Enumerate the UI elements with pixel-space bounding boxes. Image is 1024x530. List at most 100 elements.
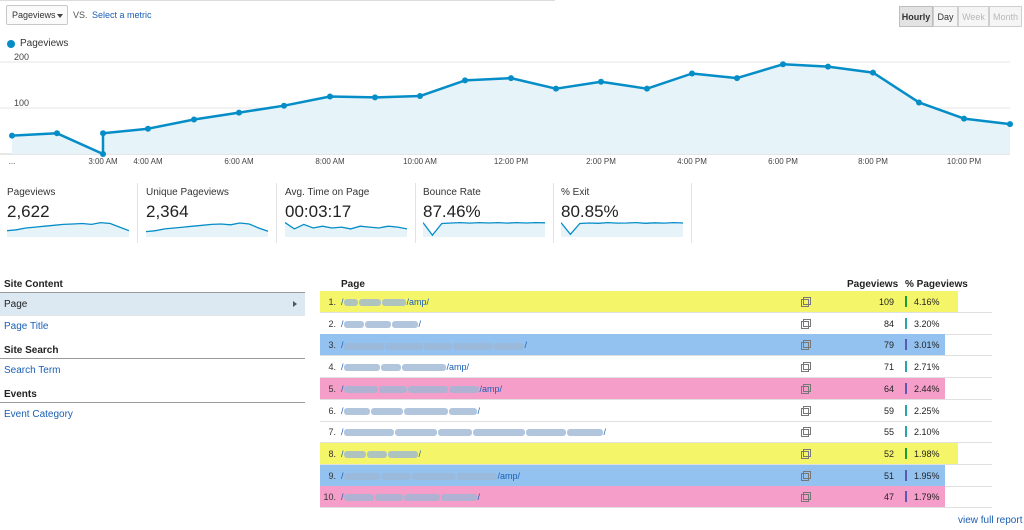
redacted-text: [343, 429, 394, 437]
path-prefix: /: [341, 405, 344, 416]
open-page-icon[interactable]: [801, 297, 811, 307]
granularity-day-button[interactable]: Day: [933, 6, 958, 27]
granularity-month-button[interactable]: Month: [989, 6, 1022, 27]
scorecard[interactable]: Unique Pageviews 2,364: [139, 183, 277, 243]
row-divider: [320, 355, 992, 357]
table-row[interactable]: 5. / /amp/64 2.44%: [320, 377, 992, 400]
open-page-icon[interactable]: [801, 362, 811, 373]
open-page-icon[interactable]: [801, 448, 811, 459]
table-row[interactable]: 2. //84 3.20%: [320, 313, 992, 335]
redacted-text: [381, 299, 406, 307]
pct-pageviews-value: 2.44%: [914, 383, 940, 394]
top-divider: [0, 0, 555, 1]
redacted-text: [472, 429, 525, 437]
table-row[interactable]: 1. / /amp/109 4.16%: [320, 291, 992, 313]
y-tick-label: 200: [14, 52, 29, 62]
metric-select-value: Pageviews: [12, 10, 56, 20]
scorecard-label: Avg. Time on Page: [285, 187, 370, 198]
redacted-text: [343, 385, 378, 393]
table-row[interactable]: 3. //79 3.01%: [320, 334, 992, 357]
nav-item-page-label: Page: [4, 299, 28, 310]
percent-bar: [905, 447, 907, 459]
redacted-text: [387, 451, 418, 459]
scorecard[interactable]: % Exit 80.85%: [554, 183, 692, 243]
percent-bar: [905, 491, 907, 503]
redacted-text: [358, 299, 381, 307]
row-number: 1.: [328, 297, 336, 307]
nav-divider: [0, 292, 305, 293]
page-path-link[interactable]: / /amp/: [341, 297, 429, 307]
scorecard[interactable]: Avg. Time on Page 00:03:17: [278, 183, 416, 243]
table-row[interactable]: 8. //52 1.98%: [320, 442, 992, 465]
page-path-link[interactable]: / /: [341, 427, 606, 437]
redacted-text: [448, 407, 477, 415]
row-highlight: [320, 442, 958, 465]
column-header-pct-pageviews[interactable]: % Pageviews: [905, 279, 968, 290]
pct-pageviews-value: 1.95%: [914, 470, 940, 481]
pageviews-value: 59: [883, 405, 894, 416]
scorecard[interactable]: Bounce Rate 87.46%: [416, 183, 554, 243]
x-tick-label: 10:00 AM: [403, 157, 437, 166]
scorecard-sparkline: [285, 222, 407, 237]
row-divider: [320, 420, 992, 422]
row-number: 3.: [328, 340, 336, 351]
nav-item-page[interactable]: Page: [0, 293, 305, 315]
granularity-week-button[interactable]: Week: [958, 6, 989, 27]
view-full-report-link[interactable]: view full report: [958, 515, 1023, 526]
row-highlight: [320, 291, 958, 313]
data-point: [462, 77, 468, 84]
open-page-icon[interactable]: [801, 427, 811, 438]
redacted-text: [493, 342, 524, 350]
data-point: [734, 75, 740, 82]
row-number: 9.: [328, 470, 336, 481]
table-row[interactable]: 9. / /amp/51 1.95%: [320, 464, 992, 487]
page-path-link[interactable]: / /amp/: [341, 384, 502, 394]
path-prefix: /: [341, 427, 344, 438]
column-header-pageviews[interactable]: Pageviews: [847, 279, 899, 290]
page-path-link[interactable]: / /: [341, 449, 421, 459]
column-header-page[interactable]: Page: [341, 279, 365, 290]
scorecard-value: 87.46%: [423, 202, 481, 221]
table-row[interactable]: 4. / /amp/71 2.71%: [320, 356, 992, 379]
page-path-link[interactable]: / /: [341, 340, 527, 350]
table-row[interactable]: 10. //47 1.79%: [320, 486, 992, 509]
page-path-link[interactable]: / /amp/: [341, 471, 520, 481]
pct-pageviews-value: 1.79%: [914, 492, 940, 503]
pct-pageviews-value: 3.01%: [914, 340, 940, 351]
redacted-text: [366, 451, 387, 459]
table-row[interactable]: 6. //59 2.25%: [320, 400, 992, 422]
metric-select[interactable]: Pageviews: [6, 5, 68, 25]
redacted-text: [343, 320, 364, 328]
scorecard[interactable]: Pageviews 2,622: [0, 183, 138, 243]
percent-bar: [905, 404, 907, 416]
nav-item-page-title[interactable]: Page Title: [4, 321, 49, 332]
sparkline-line: [423, 221, 545, 237]
nav-heading-site-search: Site Search: [4, 345, 59, 356]
redacted-text: [343, 472, 380, 480]
page-path-link[interactable]: / /amp/: [341, 362, 469, 372]
page-path-link[interactable]: / /: [341, 406, 480, 416]
select-metric-link[interactable]: Select a metric: [92, 10, 152, 20]
open-page-icon[interactable]: [801, 492, 811, 503]
scorecard-value: 2,364: [146, 202, 189, 221]
redacted-text: [448, 385, 479, 393]
redacted-text: [370, 407, 403, 415]
open-page-icon[interactable]: [801, 383, 811, 394]
path-suffix: /amp/: [446, 362, 470, 373]
data-point: [327, 93, 333, 100]
legend-dot: [7, 40, 15, 48]
nav-item-search-term[interactable]: Search Term: [4, 365, 61, 376]
chevron-down-icon: [57, 14, 63, 18]
open-page-icon[interactable]: [801, 340, 811, 351]
nav-item-event-category[interactable]: Event Category: [4, 409, 73, 420]
redacted-text: [343, 494, 374, 502]
table-row[interactable]: 7. //55 2.10%: [320, 421, 992, 444]
open-page-icon[interactable]: [801, 405, 811, 416]
page-path-link[interactable]: / /: [341, 319, 421, 329]
pct-pageviews-value: 2.10%: [914, 427, 940, 438]
open-page-icon[interactable]: [801, 470, 811, 481]
page-path-link[interactable]: / /: [341, 492, 480, 502]
granularity-hourly-button[interactable]: Hourly: [899, 6, 933, 27]
open-page-icon[interactable]: [801, 318, 811, 329]
row-number: 8.: [328, 448, 336, 459]
